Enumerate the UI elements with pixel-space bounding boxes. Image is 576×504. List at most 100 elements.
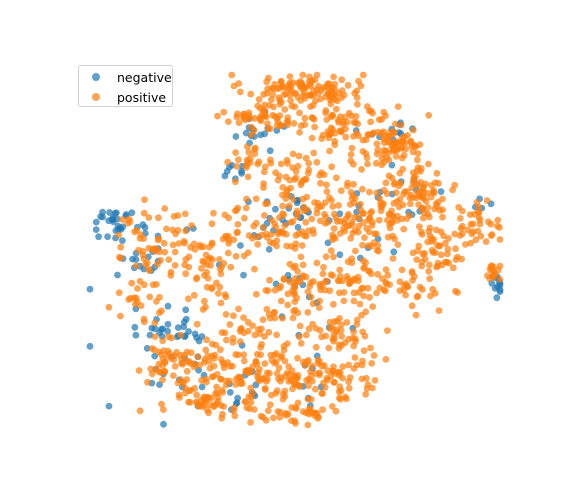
positive-point <box>219 410 226 418</box>
positive-point <box>241 214 248 222</box>
positive-point <box>292 419 299 427</box>
positive-point <box>477 232 485 240</box>
positive-point <box>374 146 382 154</box>
positive-point <box>256 114 264 122</box>
positive-point <box>350 160 357 168</box>
positive-point <box>350 289 358 297</box>
positive-point <box>416 283 424 291</box>
positive-point <box>439 213 446 221</box>
negative-point <box>92 226 100 234</box>
positive-point <box>317 283 324 290</box>
positive-point <box>170 372 177 379</box>
positive-point <box>431 205 438 213</box>
positive-point <box>289 314 297 322</box>
negative-point <box>160 420 167 428</box>
positive-point <box>406 212 413 219</box>
negative-point <box>437 188 445 196</box>
positive-point <box>365 131 372 138</box>
positive-point <box>161 248 169 256</box>
positive-point <box>220 260 228 267</box>
positive-point <box>292 168 300 175</box>
positive-point <box>217 299 225 307</box>
positive-point <box>458 255 465 263</box>
positive-point <box>296 322 304 330</box>
positive-point <box>208 352 216 360</box>
positive-point <box>281 106 289 113</box>
positive-point <box>263 305 271 313</box>
positive-point <box>327 100 335 108</box>
negative-point <box>132 331 140 339</box>
positive-point <box>169 241 177 249</box>
positive-point <box>270 414 277 422</box>
positive-point <box>119 216 126 223</box>
negative-point <box>104 233 111 241</box>
positive-point <box>276 284 283 292</box>
positive-point <box>272 223 280 231</box>
positive-point <box>167 268 175 276</box>
positive-point <box>364 160 371 168</box>
positive-point <box>262 200 269 208</box>
negative-point <box>336 251 344 259</box>
positive-point <box>409 276 416 284</box>
positive-point <box>494 216 502 224</box>
positive-point <box>159 337 167 345</box>
positive-point <box>377 207 385 215</box>
positive-point <box>310 149 318 157</box>
positive-point <box>424 204 432 211</box>
negative-point <box>86 342 94 350</box>
positive-point <box>251 114 258 122</box>
positive-point <box>328 403 336 410</box>
positive-point <box>284 114 292 122</box>
positive-point <box>224 118 232 125</box>
positive-point <box>393 140 401 147</box>
positive-point <box>179 360 187 368</box>
positive-point <box>255 375 262 383</box>
positive-point <box>417 228 425 236</box>
negative-point <box>240 271 247 279</box>
positive-point <box>254 102 262 110</box>
positive-point <box>213 383 221 391</box>
positive-point <box>319 406 326 414</box>
positive-point <box>488 231 496 238</box>
positive-point <box>333 174 340 182</box>
positive-point <box>360 292 367 300</box>
positive-point <box>306 408 314 416</box>
positive-point <box>336 217 344 225</box>
positive-point <box>261 360 269 367</box>
positive-point <box>257 412 265 420</box>
positive-point <box>199 257 207 265</box>
positive-point <box>221 211 229 219</box>
positive-point <box>391 120 399 128</box>
positive-point <box>272 350 280 357</box>
positive-point <box>416 223 423 231</box>
positive-point <box>445 259 453 267</box>
positive-point <box>329 203 337 210</box>
positive-point <box>456 215 464 222</box>
positive-point <box>352 247 359 255</box>
positive-point <box>250 126 258 134</box>
positive-point <box>312 97 319 105</box>
positive-point <box>360 347 368 354</box>
positive-point <box>302 218 310 226</box>
positive-point <box>364 284 372 292</box>
positive-point <box>359 185 366 193</box>
positive-point <box>295 152 303 160</box>
negative-point <box>92 218 100 226</box>
positive-point <box>198 264 205 272</box>
positive-point <box>142 261 149 268</box>
positive-point <box>380 186 388 194</box>
positive-point <box>224 249 232 257</box>
positive-point <box>315 82 322 90</box>
positive-point <box>438 261 446 269</box>
positive-point <box>381 139 388 147</box>
positive-point <box>341 339 349 347</box>
positive-point <box>264 407 272 415</box>
positive-point <box>342 125 349 133</box>
positive-point <box>373 189 380 197</box>
positive-point <box>385 156 393 164</box>
positive-point <box>351 354 359 361</box>
positive-point <box>382 278 390 286</box>
positive-point <box>316 327 324 334</box>
positive-point <box>419 214 427 222</box>
positive-point <box>304 309 312 316</box>
